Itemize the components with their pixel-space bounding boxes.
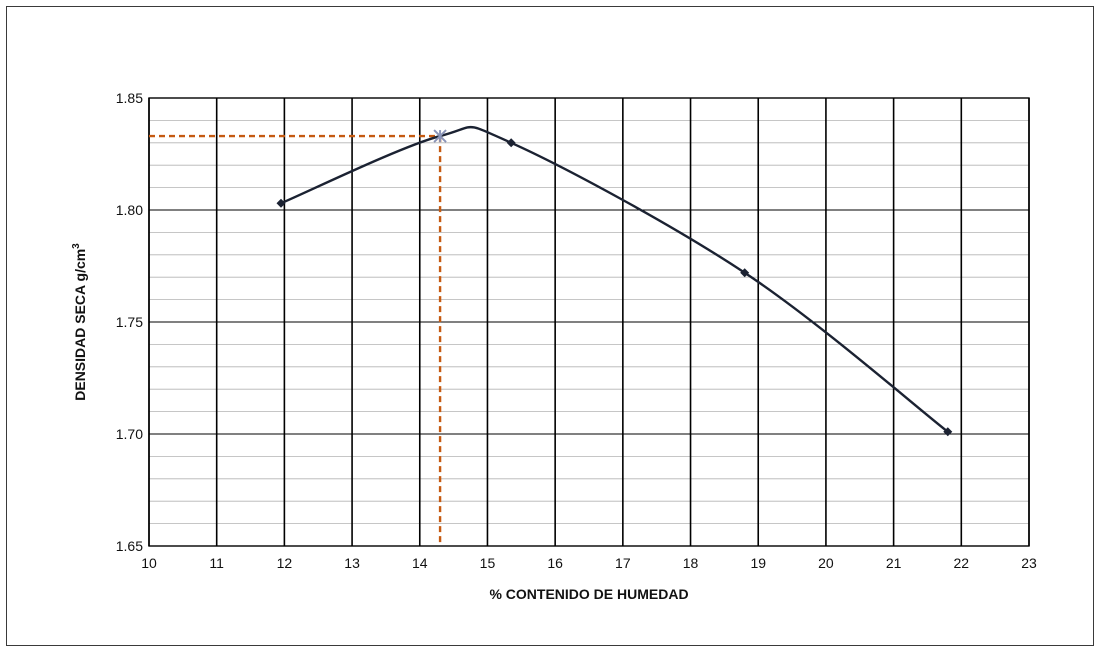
x-tick-label: 14 [412, 555, 428, 571]
fit-curve [280, 125, 949, 433]
minor-gridlines [149, 120, 1029, 524]
x-tick-label: 12 [277, 555, 293, 571]
y-axis-title-text: DENSIDAD SECA g/cm [72, 249, 88, 401]
chart-frame: 10 11 12 13 14 15 16 17 18 19 20 21 22 23 1.65 1.70 1.7… [6, 6, 1094, 646]
x-tick-label: 23 [1021, 555, 1037, 571]
x-tick-label: 19 [750, 555, 766, 571]
x-tick-label: 11 [209, 555, 224, 571]
x-tick-label: 21 [886, 555, 902, 571]
y-axis-title-superscript: 3 [71, 243, 82, 249]
y-tick-label: 1.85 [116, 90, 143, 106]
data-point-marker [506, 138, 516, 148]
x-tick-label: 10 [141, 555, 157, 571]
data-point-marker [943, 427, 953, 437]
x-tick-label: 22 [954, 555, 970, 571]
x-tick-label: 16 [547, 555, 563, 571]
x-tick-label: 18 [683, 555, 699, 571]
y-tick-label: 1.80 [116, 202, 143, 218]
x-tick-label: 15 [480, 555, 496, 571]
x-tick-labels: 10 11 12 13 14 15 16 17 18 19 20 21 22 23 [141, 555, 1037, 571]
y-tick-label: 1.75 [116, 314, 143, 330]
y-tick-label: 1.70 [116, 426, 143, 442]
y-tick-label: 1.65 [116, 538, 143, 554]
plot-border [148, 97, 1030, 547]
y-tick-labels: 1.65 1.70 1.75 1.80 1.85 [116, 90, 143, 554]
compaction-chart: 10 11 12 13 14 15 16 17 18 19 20 21 22 23 1.65 1.70 1.7… [71, 90, 1037, 602]
x-tick-label: 13 [344, 555, 360, 571]
x-tick-label: 20 [818, 555, 834, 571]
y-axis-title: DENSIDAD SECA g/cm3 [71, 243, 88, 401]
data-markers [276, 129, 953, 437]
optimum-point-marker [433, 129, 447, 143]
data-point-marker [740, 268, 750, 278]
optimum-guide-lines [149, 134, 442, 546]
x-tick-label: 17 [615, 555, 631, 571]
data-point-marker [276, 198, 286, 208]
x-axis-title: % CONTENIDO DE HUMEDAD [489, 586, 688, 602]
